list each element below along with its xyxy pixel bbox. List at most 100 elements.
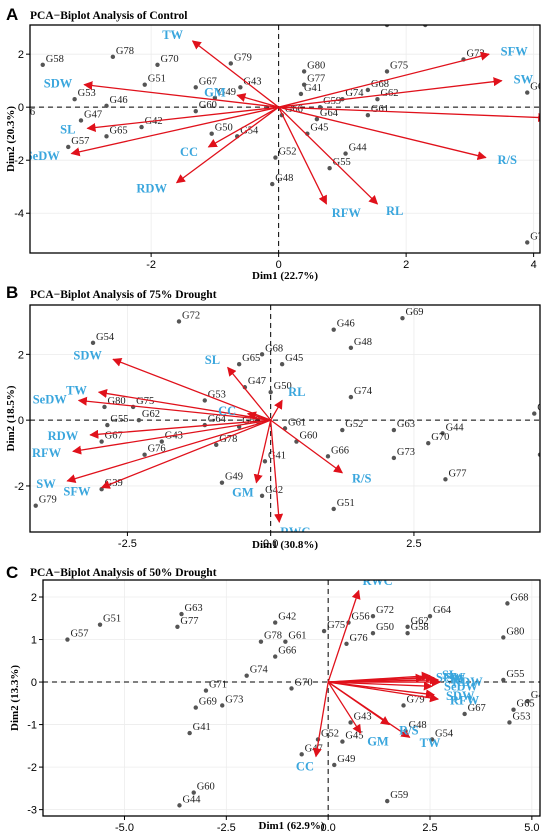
trait-vector bbox=[100, 419, 271, 489]
trait-vector bbox=[97, 389, 271, 421]
trait-label: CC bbox=[218, 404, 236, 418]
genotype-label: G67 bbox=[199, 76, 217, 87]
genotype-label: G51 bbox=[103, 614, 121, 625]
genotype-point bbox=[209, 131, 214, 136]
trait-label: RDW bbox=[136, 182, 167, 196]
genotype-label: G54 bbox=[96, 332, 115, 343]
genotype-label: G41 bbox=[193, 722, 211, 733]
trait-label: TW bbox=[420, 736, 441, 750]
genotype-label: G54 bbox=[435, 728, 454, 739]
genotype-point bbox=[331, 327, 336, 332]
genotype-point bbox=[525, 240, 530, 245]
trait-vector bbox=[89, 419, 271, 439]
genotype-label: G47 bbox=[248, 376, 266, 387]
genotype-label: G74 bbox=[250, 665, 269, 676]
plot-area: G69 G46 G48 G72 G54 G68 G65 G45 G71 G74 G50 G47 G53 G… bbox=[30, 305, 540, 532]
genotype-label: G77 bbox=[307, 74, 325, 85]
genotype-label: G52 bbox=[345, 419, 363, 430]
genotype-label: G74 bbox=[354, 386, 373, 397]
genotype-label: G46 bbox=[337, 319, 355, 330]
x-axis-label: Dim1 (30.8%) bbox=[252, 539, 318, 551]
genotype-point bbox=[348, 345, 354, 350]
genotype-label: G50 bbox=[274, 381, 292, 392]
genotype-label: G51 bbox=[148, 74, 166, 85]
genotype-label: G50 bbox=[215, 123, 233, 134]
genotype-point bbox=[343, 151, 348, 156]
genotype-label: G75 bbox=[136, 396, 154, 407]
genotype-label: G56 bbox=[17, 107, 35, 118]
genotype-label: G63 bbox=[397, 419, 415, 430]
genotype-label: G72 bbox=[530, 231, 548, 242]
genotype-point bbox=[429, 737, 435, 742]
trait-label: SDW bbox=[446, 689, 475, 703]
genotype-point bbox=[279, 362, 285, 367]
trait-vector bbox=[175, 106, 280, 184]
genotype-label: G76 bbox=[349, 633, 367, 644]
genotype-label: G44 bbox=[446, 422, 465, 433]
x-tick-label: 4 bbox=[531, 259, 537, 271]
trait-label: TW bbox=[162, 28, 183, 42]
trait-label: R/S bbox=[399, 723, 419, 737]
genotype-label: G69 bbox=[530, 82, 548, 93]
trait-vector bbox=[83, 81, 279, 108]
genotype-label: G76 bbox=[148, 444, 166, 455]
y-axis-label: Dim2 (18.5%) bbox=[5, 385, 17, 451]
genotype-point bbox=[228, 61, 234, 66]
genotype-point bbox=[136, 417, 142, 423]
genotype-label: G46 bbox=[110, 95, 128, 106]
trait-vector bbox=[207, 106, 279, 148]
genotype-point bbox=[177, 803, 182, 808]
genotype-point bbox=[142, 452, 147, 457]
genotype-label: G41 bbox=[304, 83, 322, 94]
x-tick-label: -2 bbox=[146, 259, 156, 271]
genotype-point bbox=[501, 677, 506, 683]
genotype-label: G59 bbox=[323, 96, 341, 107]
genotype-point bbox=[105, 422, 110, 428]
trait-label: RDW bbox=[452, 675, 483, 689]
trait-label: GM bbox=[204, 85, 226, 99]
chart-title: PCA−Biplot Analysis of 50% Drought bbox=[30, 567, 217, 579]
genotype-label: G48 bbox=[354, 337, 372, 348]
y-tick-label: 0 bbox=[18, 102, 24, 114]
genotype-point bbox=[525, 698, 530, 704]
genotype-label: G80 bbox=[307, 60, 325, 71]
genotype-point bbox=[391, 427, 397, 433]
genotype-label: G41 bbox=[268, 450, 286, 461]
genotype-label: G51 bbox=[337, 498, 355, 509]
trait-label: SW bbox=[36, 477, 56, 491]
genotype-label: G53 bbox=[78, 88, 96, 99]
trait-vector bbox=[278, 106, 379, 205]
genotype-point bbox=[66, 144, 71, 150]
trait-label: SFW bbox=[436, 670, 464, 684]
trait-vector bbox=[253, 419, 272, 484]
genotype-point bbox=[244, 673, 249, 678]
genotype-label: G72 bbox=[376, 605, 394, 616]
genotype-point bbox=[242, 385, 248, 390]
genotype-point bbox=[365, 87, 371, 93]
genotype-label: G42 bbox=[265, 485, 283, 496]
genotype-label: G67 bbox=[105, 431, 123, 442]
genotype-point bbox=[214, 442, 219, 448]
genotype-label: G78 bbox=[219, 434, 237, 445]
x-tick-label: 0.0 bbox=[263, 538, 278, 550]
genotype-point bbox=[259, 493, 265, 499]
genotype-label: G55 bbox=[506, 669, 524, 680]
trait-vector bbox=[278, 106, 328, 205]
genotype-label: G57 bbox=[71, 136, 89, 147]
trait-label: SDW bbox=[73, 349, 102, 363]
genotype-point bbox=[370, 630, 376, 636]
trait-vector bbox=[328, 681, 440, 703]
genotype-label: G64 bbox=[433, 605, 452, 616]
genotype-point bbox=[327, 165, 332, 171]
trait-vector bbox=[278, 106, 540, 123]
genotype-point bbox=[273, 155, 278, 160]
x-axis-label: Dim1 (22.7%) bbox=[252, 270, 318, 282]
y-tick-label: 1 bbox=[31, 635, 37, 647]
trait-label: RFW bbox=[332, 206, 362, 220]
genotype-label: G64 bbox=[208, 414, 227, 425]
trait-label: RL bbox=[386, 204, 403, 218]
trait-vector bbox=[327, 681, 362, 734]
genotype-point bbox=[159, 439, 164, 444]
